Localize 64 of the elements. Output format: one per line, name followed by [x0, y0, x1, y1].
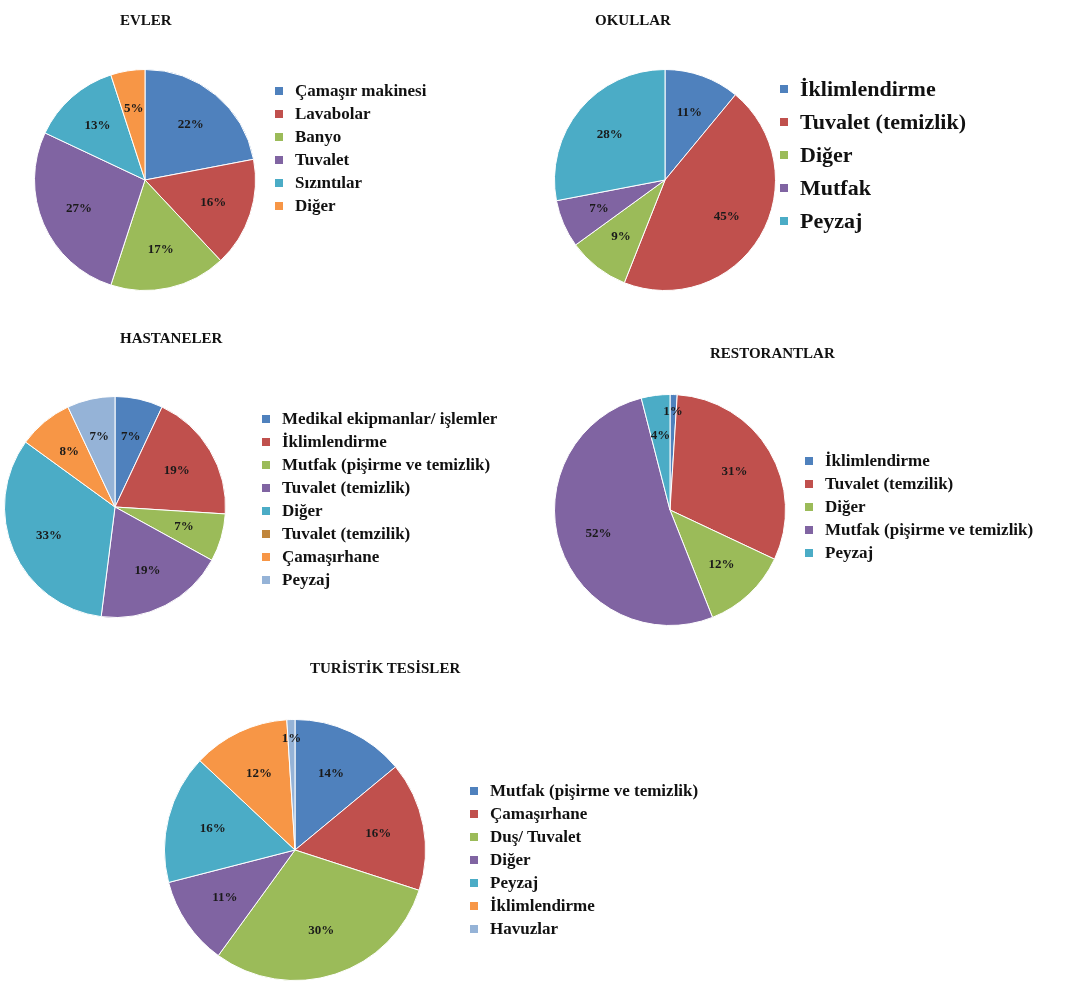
legend-label: İklimlendirme [799, 75, 937, 103]
legend-label: Havuzlar [489, 917, 559, 940]
data-label: 33% [36, 526, 63, 542]
data-label: 22% [177, 116, 204, 132]
legend-label: Tuvalet (temzilik) [824, 472, 955, 495]
legend-label: Peyzaj [489, 871, 540, 894]
legend-label: Sızıntılar [294, 171, 364, 194]
data-label: 11% [676, 103, 702, 119]
legend-label: İklimlendirme [489, 894, 596, 917]
legend-label: Medikal ekipmanlar/ işlemler [281, 408, 498, 430]
data-label: 11% [212, 889, 238, 905]
legend-label: Diğer [294, 194, 337, 217]
legend-label: Diğer [799, 141, 854, 169]
legend-label: Mutfak (pişirme ve temizlik) [281, 453, 492, 476]
data-label: 9% [611, 228, 631, 244]
legend-label: İklimlendirme [281, 430, 388, 453]
data-label: 16% [365, 825, 392, 841]
legend-label: Peyzaj [281, 568, 332, 591]
legend-label: Peyzaj [824, 541, 875, 564]
data-label: 27% [66, 199, 93, 215]
data-label: 30% [308, 922, 335, 938]
data-label: 19% [163, 461, 190, 477]
data-label: 28% [596, 125, 623, 141]
data-label: 13% [84, 117, 111, 133]
data-label: 12% [708, 556, 735, 572]
legend-label: Mutfak [799, 174, 872, 202]
chart-title: EVLER [120, 12, 172, 29]
legend-label: İklimlendirme [824, 450, 931, 472]
data-label: 16% [199, 820, 226, 836]
chart-title: HASTANELER [120, 330, 223, 347]
data-label: 14% [318, 764, 345, 780]
data-label: 52% [585, 524, 612, 540]
data-label: 7% [589, 199, 609, 215]
chart-title: TURİSTİK TESİSLER [310, 660, 461, 677]
legend-label: Peyzaj [799, 207, 864, 235]
legend-label: Duş/ Tuvalet [489, 825, 583, 848]
data-label: 5% [124, 100, 144, 116]
legend-label: Tuvalet (temizlik) [799, 108, 966, 136]
data-label: 12% [245, 764, 272, 780]
data-label: 19% [134, 562, 161, 578]
data-label: 7% [120, 428, 141, 444]
legend-label: Diğer [489, 848, 532, 871]
legend-label: Mutfak (pişirme ve temizlik) [489, 780, 699, 802]
data-label: 31% [721, 463, 748, 479]
legend-label: Diğer [824, 495, 867, 518]
legend-label: Mutfak (pişirme ve temizlik) [824, 518, 1034, 541]
data-label: 7% [174, 518, 194, 534]
data-label: 7% [89, 428, 110, 444]
legend-label: Tuvalet (temizlik) [281, 476, 412, 499]
data-label: 8% [59, 443, 79, 459]
legend-label: Çamaşır makinesi [294, 80, 427, 102]
chart-title: OKULLAR [595, 12, 671, 29]
data-label: 45% [713, 207, 740, 223]
data-label: 4% [650, 426, 671, 442]
chart-title: RESTORANTLAR [710, 345, 835, 362]
legend-label: Diğer [281, 499, 324, 522]
legend-label: Çamaşırhane [489, 802, 589, 825]
data-label: 17% [147, 241, 174, 257]
legend-label: Tuvalet [294, 148, 351, 171]
legend-label: Lavabolar [294, 102, 372, 125]
legend-label: Banyo [294, 125, 343, 148]
legend-label: Çamaşırhane [281, 545, 381, 568]
data-label: 16% [200, 193, 227, 209]
legend-label: Tuvalet (temzilik) [281, 522, 412, 545]
